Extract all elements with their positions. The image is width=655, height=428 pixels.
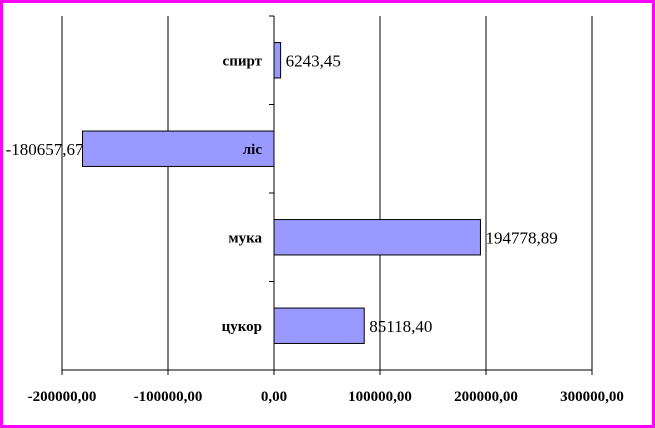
- x-tick-labels: -200000,00 -100000,00 0,00 100000,00 200000,…: [28, 389, 624, 405]
- x-tick-label: -200000,00: [28, 389, 97, 405]
- bar-0: [273, 42, 282, 79]
- category-labels: спирт ліс мука цукор: [222, 53, 263, 335]
- bar-1: [82, 130, 275, 167]
- data-labels: 6243,45 -180657,67 194778,89 85118,40: [6, 51, 558, 336]
- bars: [82, 42, 481, 344]
- data-label: 6243,45: [286, 51, 341, 70]
- x-tick-label: 100000,00: [348, 389, 412, 405]
- x-tick-label: 200000,00: [454, 389, 518, 405]
- x-tick-label: -100000,00: [134, 389, 203, 405]
- data-label: -180657,67: [6, 140, 84, 159]
- category-label: мука: [228, 230, 262, 246]
- category-label: цукор: [222, 319, 262, 335]
- data-label: 194778,89: [485, 228, 557, 247]
- gridlines: [61, 16, 593, 371]
- data-label: 85118,40: [369, 317, 432, 336]
- category-label: ліс: [243, 142, 263, 158]
- bar-2: [273, 219, 481, 256]
- x-tick-label: 300000,00: [560, 389, 624, 405]
- category-label: спирт: [223, 53, 263, 69]
- x-tick-label: 0,00: [261, 389, 287, 405]
- bar-3: [273, 307, 365, 344]
